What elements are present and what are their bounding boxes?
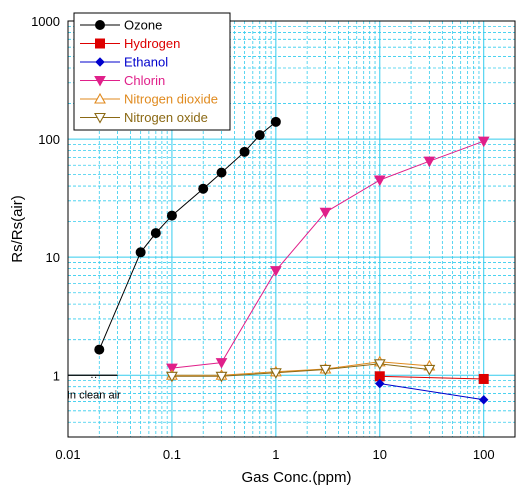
data-point	[375, 176, 385, 185]
data-point	[255, 131, 264, 140]
y-tick-label: 1000	[31, 14, 60, 29]
y-tick-label: 100	[38, 132, 60, 147]
legend-label: Chlorin	[124, 73, 165, 88]
legend-label: Ozone	[124, 18, 162, 33]
data-point	[271, 117, 280, 126]
data-point	[95, 345, 104, 354]
data-point	[136, 248, 145, 257]
clean-air-annotation: ·· In clean air	[67, 371, 121, 401]
data-point	[271, 267, 281, 276]
data-point	[199, 184, 208, 193]
series-layer	[95, 117, 489, 403]
x-tick-label: 1	[272, 447, 279, 462]
clean-air-marker: ··	[90, 371, 97, 383]
x-tick-label: 0.1	[163, 447, 181, 462]
annotation-layer: ·· In clean air	[67, 371, 121, 401]
data-point	[479, 374, 488, 383]
x-tick-label: 0.01	[55, 447, 80, 462]
series-chlorin	[167, 137, 489, 373]
series-line	[380, 384, 484, 400]
x-tick-label: 100	[473, 447, 495, 462]
legend-label: Ethanol	[124, 55, 168, 70]
y-axis-label: Rs/Rs(air)	[9, 195, 26, 263]
legend: Ozone Hydrogen Ethanol Chlorin Nitrogen diox…	[74, 13, 230, 130]
legend-label: Hydrogen	[124, 36, 180, 51]
series-ethanol	[376, 380, 488, 404]
data-point	[480, 396, 488, 404]
data-point	[240, 147, 249, 156]
legend-label: Nitrogen dioxide	[124, 92, 218, 107]
series-line	[380, 376, 484, 379]
legend-marker	[96, 21, 105, 30]
legend-marker	[96, 39, 105, 48]
clean-air-label: In clean air	[67, 389, 121, 401]
series-hydrogen	[375, 372, 488, 384]
data-point	[424, 157, 434, 166]
data-point	[167, 211, 176, 220]
x-axis-label: Gas Conc.(ppm)	[241, 469, 351, 486]
data-point	[151, 229, 160, 238]
legend-label: Nitrogen oxide	[124, 110, 208, 125]
data-point	[217, 168, 226, 177]
x-tick-label: 10	[373, 447, 387, 462]
y-tick-label: 10	[46, 250, 60, 265]
y-tick-label: 1	[53, 368, 60, 383]
